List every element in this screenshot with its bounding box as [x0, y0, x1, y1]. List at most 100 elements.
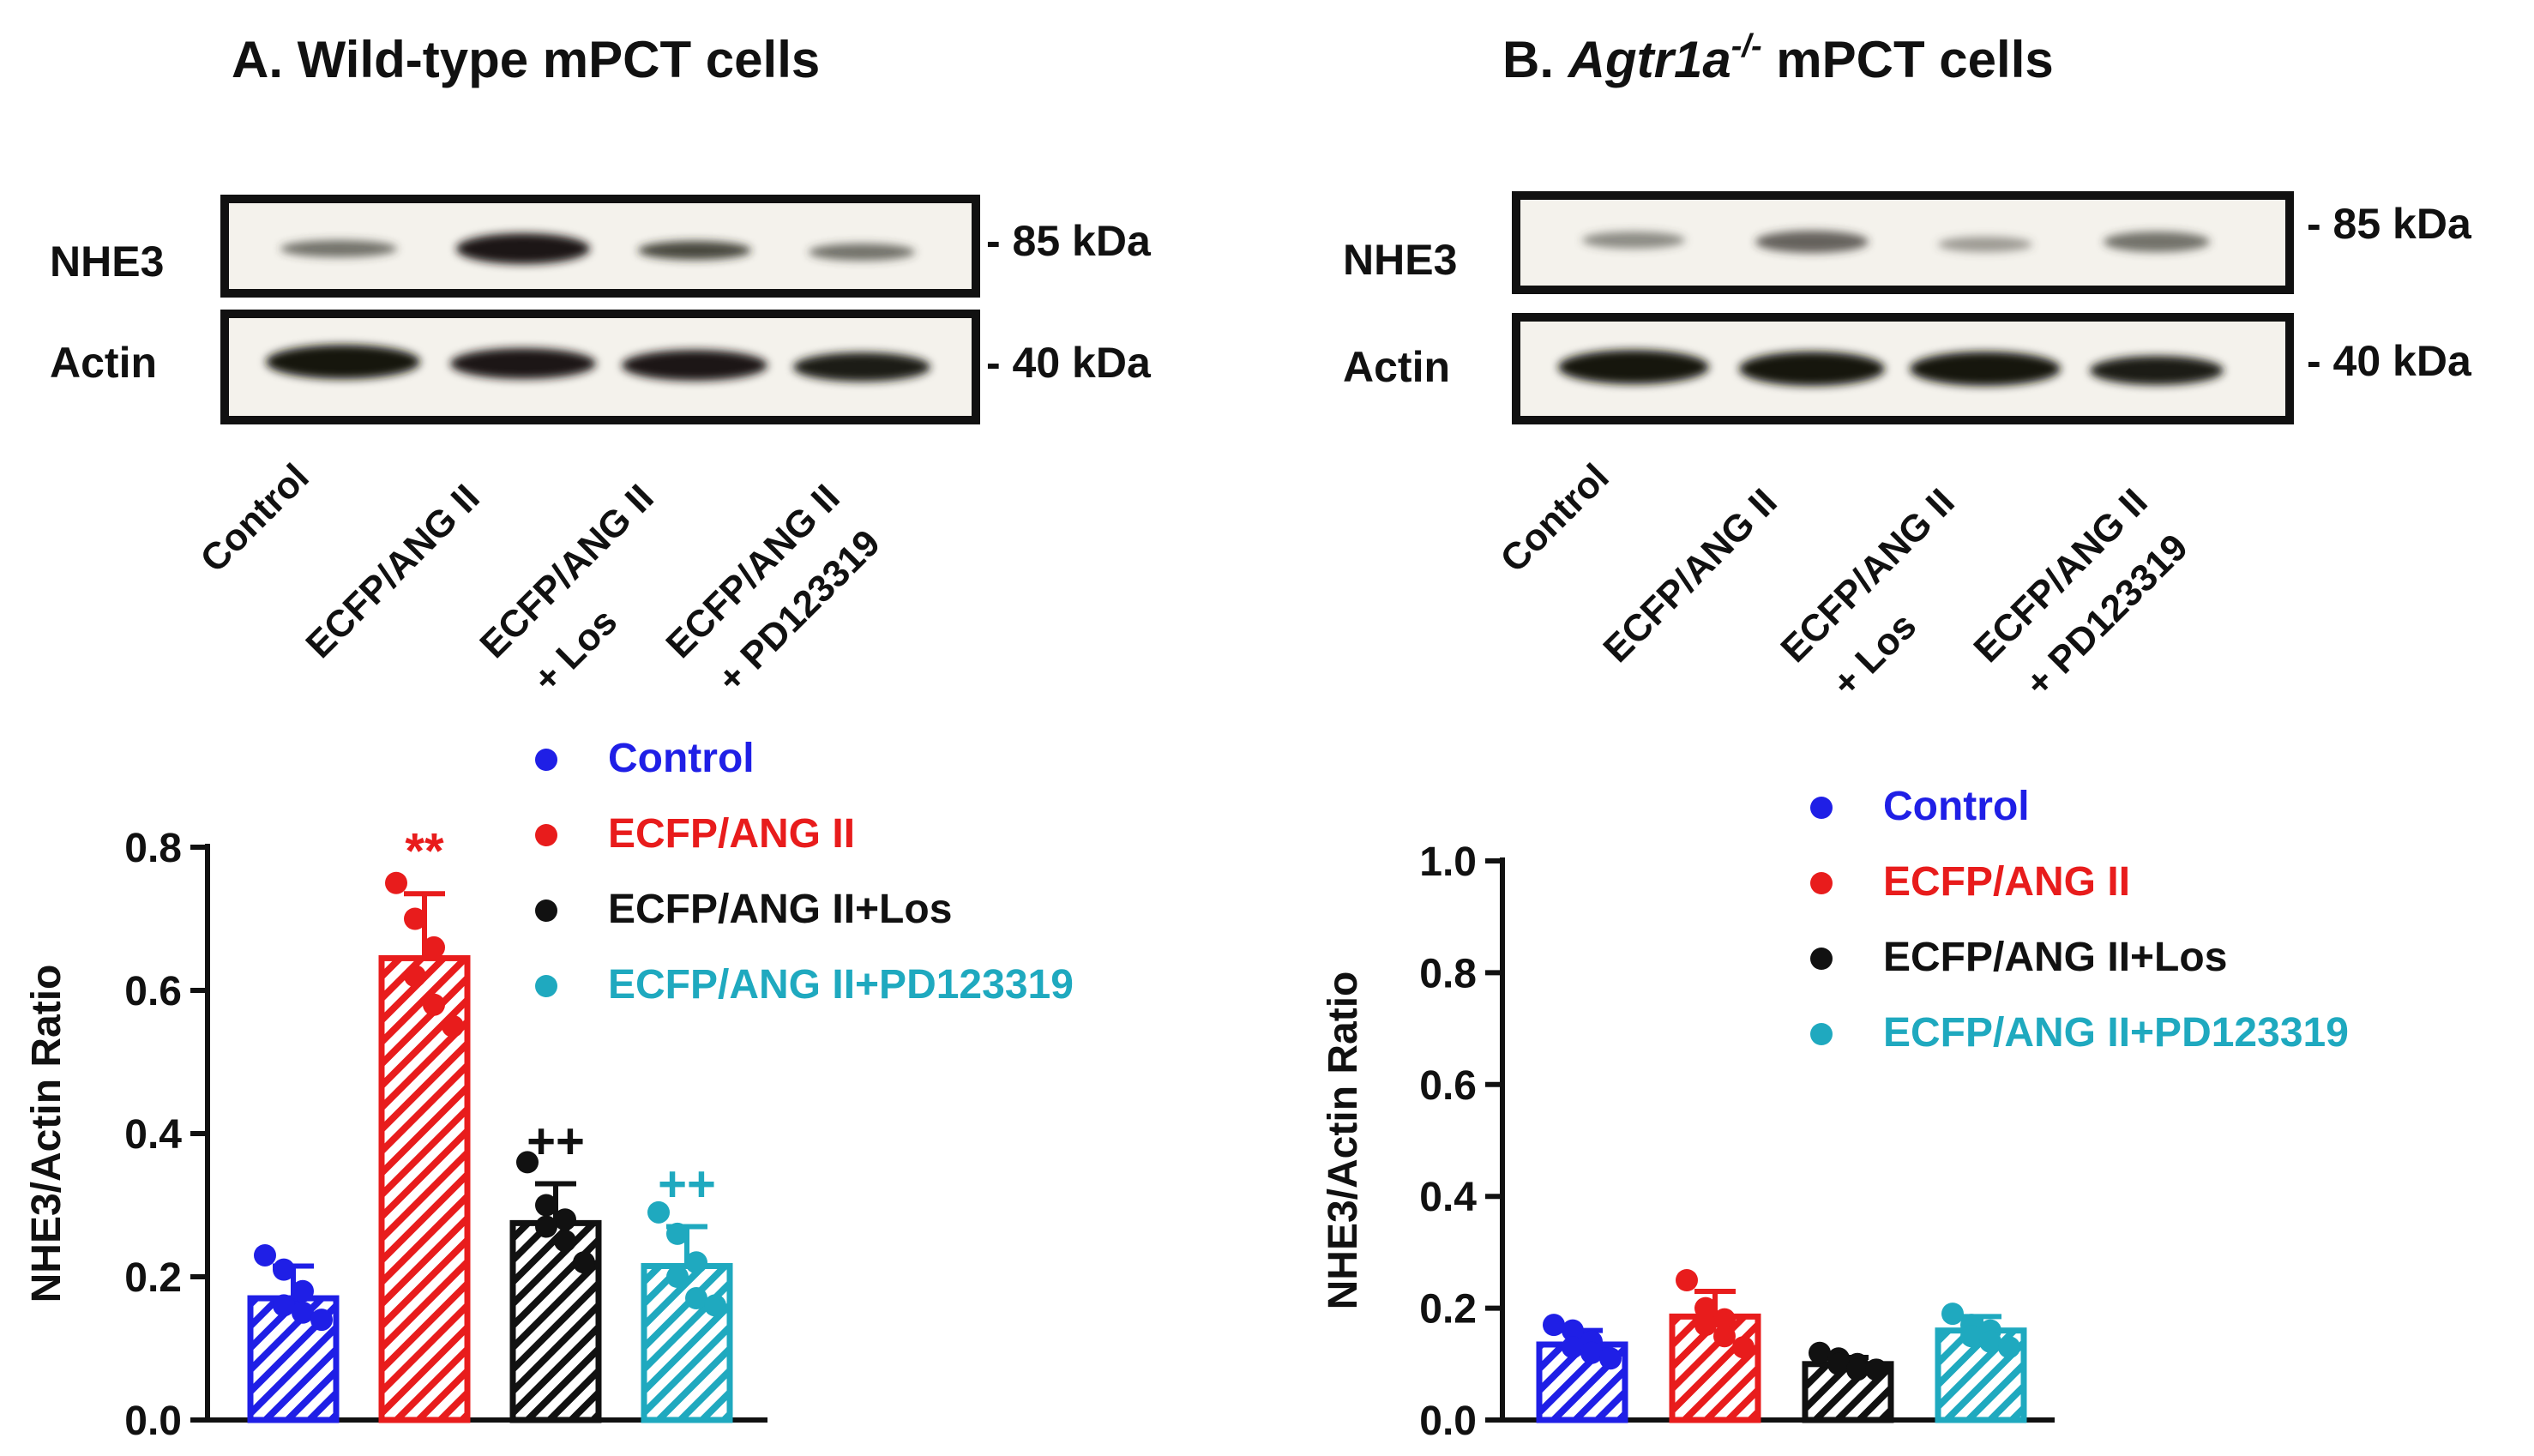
data-point: [1732, 1336, 1755, 1359]
data-point: [1809, 1341, 1831, 1364]
marker-85kda-b: - 85 kDa: [2307, 200, 2472, 248]
data-point: [1543, 1314, 1565, 1337]
y-tick-label: 0.8: [1419, 951, 1477, 996]
data-point: [254, 1243, 276, 1266]
band-nhe3-1: [280, 240, 397, 257]
legend-label: ECFP/ANG II+PD123319: [1883, 1010, 2349, 1056]
data-point: [404, 907, 426, 930]
band-actin-3: [1910, 352, 2061, 386]
legend-marker: [535, 824, 557, 846]
legend-label: Control: [1883, 784, 2030, 829]
band-nhe3-3: [1938, 237, 2032, 252]
data-point: [1960, 1325, 1983, 1348]
band-actin-1: [266, 345, 420, 379]
legend-label: ECFP/ANG II+Los: [608, 887, 952, 932]
y-tick-label: 0.2: [1419, 1287, 1477, 1333]
legend-marker: [1810, 1023, 1833, 1045]
data-point: [385, 871, 407, 894]
marker-85kda-a: - 85 kDa: [986, 217, 1152, 265]
band-actin-1: [1558, 350, 1709, 384]
data-point: [423, 993, 445, 1016]
legend-marker: [535, 975, 557, 997]
data-point: [1713, 1308, 1736, 1331]
lane-labels-b: Control ECFP/ANG II ECFP/ANG II + Los EC…: [1492, 456, 2196, 705]
band-actin-2: [450, 348, 596, 379]
y-tick-label: 0.6: [1419, 1063, 1477, 1109]
marker-40kda-a: - 40 kDa: [986, 339, 1152, 387]
panel-a-title: A. Wild-type mPCT cells: [232, 31, 820, 88]
legend-marker: [1810, 872, 1833, 894]
data-point: [685, 1287, 707, 1310]
band-actin-4: [793, 352, 930, 382]
data-point: [1694, 1297, 1717, 1320]
data-point: [1846, 1358, 1869, 1381]
blot-row-label-actin: Actin: [1343, 343, 1450, 391]
data-point: [1827, 1352, 1850, 1375]
legend-marker: [1810, 797, 1833, 819]
blot-row-label-actin: Actin: [50, 339, 157, 387]
bar: [641, 1262, 733, 1423]
band-actin-3: [622, 350, 767, 381]
data-point: [535, 1215, 557, 1238]
y-tick-label: 0.4: [124, 1112, 182, 1158]
legend-label: ECFP/ANG II+PD123319: [608, 962, 1074, 1008]
legend-label: Control: [608, 736, 755, 781]
lane-label: ECFP/ANG II: [1595, 481, 1785, 671]
data-point: [442, 1014, 464, 1038]
significance-label: ++: [658, 1157, 716, 1212]
data-point: [1580, 1341, 1603, 1364]
y-tick-label: 0.2: [124, 1255, 182, 1301]
band-nhe3-4: [2104, 232, 2210, 252]
western-blot-a: NHE3 Actin - 85 kDa - 40 kDa Control ECF…: [50, 195, 1152, 701]
band-nhe3-2: [1755, 231, 1869, 253]
data-point: [666, 1222, 689, 1245]
lane-label: ECFP/ANG II: [298, 477, 487, 666]
y-axis-label: NHE3/Actin Ratio: [24, 965, 69, 1303]
data-point: [1979, 1330, 2001, 1353]
legend-label: ECFP/ANG II+Los: [1883, 935, 2227, 980]
data-point: [1694, 1314, 1717, 1337]
data-point: [1713, 1325, 1736, 1348]
band-nhe3-1: [1582, 232, 1685, 249]
lane-label: Control: [1492, 456, 1616, 581]
data-point: [554, 1230, 576, 1253]
data-point: [292, 1279, 314, 1303]
data-point: [1998, 1336, 2020, 1359]
data-point: [273, 1294, 295, 1317]
panel-b-title: B. Agtr1a-/- mPCT cells: [1502, 28, 2054, 88]
lane-labels-a: Control ECFP/ANG II ECFP/ANG II + Los EC…: [192, 456, 888, 701]
data-point: [516, 1151, 539, 1174]
legend-label: ECFP/ANG II: [1883, 859, 2130, 905]
data-point: [310, 1309, 333, 1332]
data-point: [666, 1266, 689, 1288]
data-point: [554, 1208, 576, 1231]
data-point: [573, 1251, 595, 1274]
significance-label: **: [405, 823, 444, 879]
band-nhe3-4: [809, 244, 915, 261]
data-point: [647, 1200, 670, 1224]
band-actin-4: [2090, 356, 2224, 385]
bar-chart-a: 0.0 0.2 0.4 0.6 0.8 NHE3/Actin Ratio ** ++ ++ Con…: [24, 736, 1074, 1444]
y-tick-label: 0.4: [1419, 1175, 1477, 1220]
blot-row-label-nhe3: NHE3: [1343, 236, 1457, 284]
data-point: [1562, 1319, 1584, 1342]
y-tick-label: 0.0: [124, 1399, 182, 1444]
data-point: [1599, 1347, 1622, 1370]
data-point: [423, 936, 445, 959]
y-tick-label: 0.6: [124, 969, 182, 1014]
data-point: [1562, 1336, 1584, 1359]
data-point: [292, 1301, 314, 1324]
data-point: [273, 1258, 295, 1281]
marker-40kda-b: - 40 kDa: [2307, 337, 2472, 385]
band-nhe3-2: [456, 233, 590, 264]
legend-marker: [1810, 948, 1833, 970]
data-point: [704, 1294, 726, 1317]
y-tick-label: 0.0: [1419, 1399, 1477, 1444]
legend-marker: [535, 749, 557, 771]
y-tick-label: 1.0: [1419, 839, 1477, 885]
western-blot-b: NHE3 Actin - 85 kDa - 40 kDa Control ECF…: [1343, 191, 2472, 705]
y-tick-label: 0.8: [124, 826, 182, 871]
blot-row-label-nhe3: NHE3: [50, 238, 164, 286]
data-point: [1865, 1358, 1887, 1381]
